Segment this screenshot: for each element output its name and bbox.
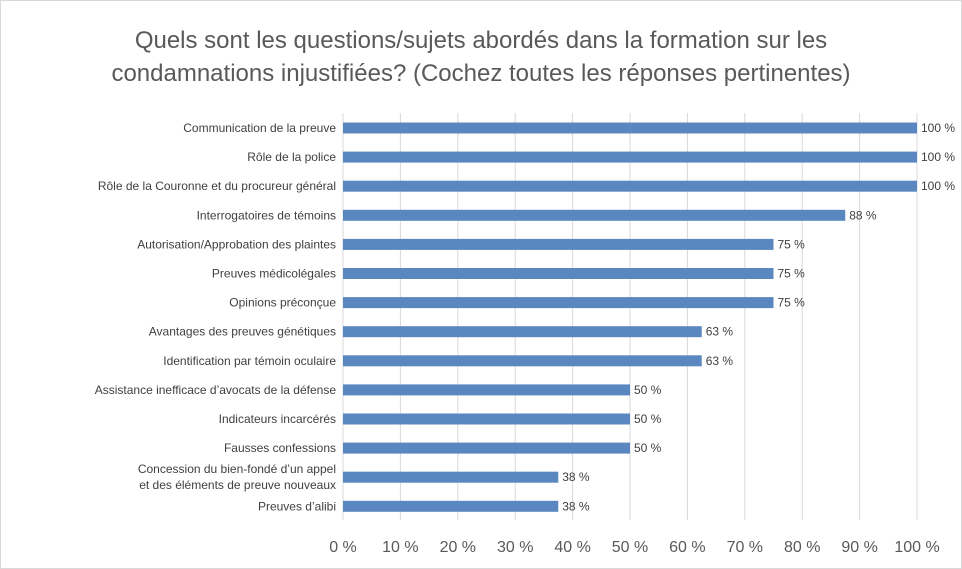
x-tick-label: 80 % [784, 539, 820, 556]
category-label: Preuves d’alibi [258, 499, 336, 513]
data-label: 75 % [778, 237, 806, 251]
category-label: et des éléments de preuve nouveaux [139, 478, 336, 492]
x-tick-label: 60 % [669, 539, 705, 556]
category-label: Fausses confessions [224, 441, 336, 455]
bar [343, 297, 774, 309]
data-label: 50 % [634, 412, 662, 426]
x-tick-label: 30 % [497, 539, 533, 556]
category-label: Concession du bien-fondé d’un appel [138, 462, 336, 476]
category-label: Rôle de la police [247, 150, 336, 164]
bar [343, 151, 917, 163]
data-label: 38 % [562, 499, 590, 513]
bar [343, 442, 630, 454]
data-label: 63 % [706, 325, 734, 339]
data-label: 38 % [562, 470, 590, 484]
data-label: 100 % [921, 179, 955, 193]
bar [343, 209, 846, 221]
category-label: Indicateurs incarcérés [219, 412, 336, 426]
category-label: Communication de la preuve [183, 121, 336, 135]
bar [343, 413, 630, 425]
category-label: Rôle de la Couronne et du procureur géné… [98, 179, 336, 193]
category-label: Avantages des preuves génétiques [149, 325, 336, 339]
bar [343, 355, 702, 367]
category-label: Preuves médicolégales [212, 267, 336, 281]
bar [343, 384, 630, 396]
bar [343, 180, 917, 192]
x-tick-label: 50 % [612, 539, 648, 556]
x-tick-label: 20 % [440, 539, 476, 556]
category-label: Autorisation/Approbation des plaintes [137, 237, 336, 251]
x-tick-label: 90 % [841, 539, 877, 556]
data-label: 100 % [921, 150, 955, 164]
bar [343, 471, 559, 483]
bar [343, 122, 917, 134]
category-label: Identification par témoin oculaire [163, 354, 336, 368]
x-tick-label: 10 % [382, 539, 418, 556]
bar [343, 268, 774, 279]
bar [343, 238, 774, 250]
x-tick-label: 0 % [329, 539, 357, 556]
data-label: 50 % [634, 441, 662, 455]
chart-title: Quels sont les questions/sujets abordés … [0, 24, 962, 90]
data-label: 50 % [634, 383, 662, 397]
bar [343, 326, 702, 338]
category-label: Interrogatoires de témoins [197, 208, 336, 222]
category-label: Assistance inefficace d’avocats de la dé… [95, 383, 337, 397]
category-label: Opinions préconçue [229, 296, 336, 310]
chart-title-line-2: condamnations injustifiées? (Cochez tout… [111, 60, 851, 87]
data-label: 75 % [778, 267, 806, 281]
data-label: 88 % [849, 208, 877, 222]
data-label: 63 % [706, 354, 734, 368]
x-tick-label: 100 % [894, 539, 939, 556]
x-tick-label: 70 % [727, 539, 763, 556]
chart-title-line-1: Quels sont les questions/sujets abordés … [134, 27, 828, 54]
x-tick-label: 40 % [554, 539, 590, 556]
data-label: 100 % [921, 121, 955, 135]
data-label: 75 % [778, 296, 806, 310]
bar [343, 500, 559, 512]
